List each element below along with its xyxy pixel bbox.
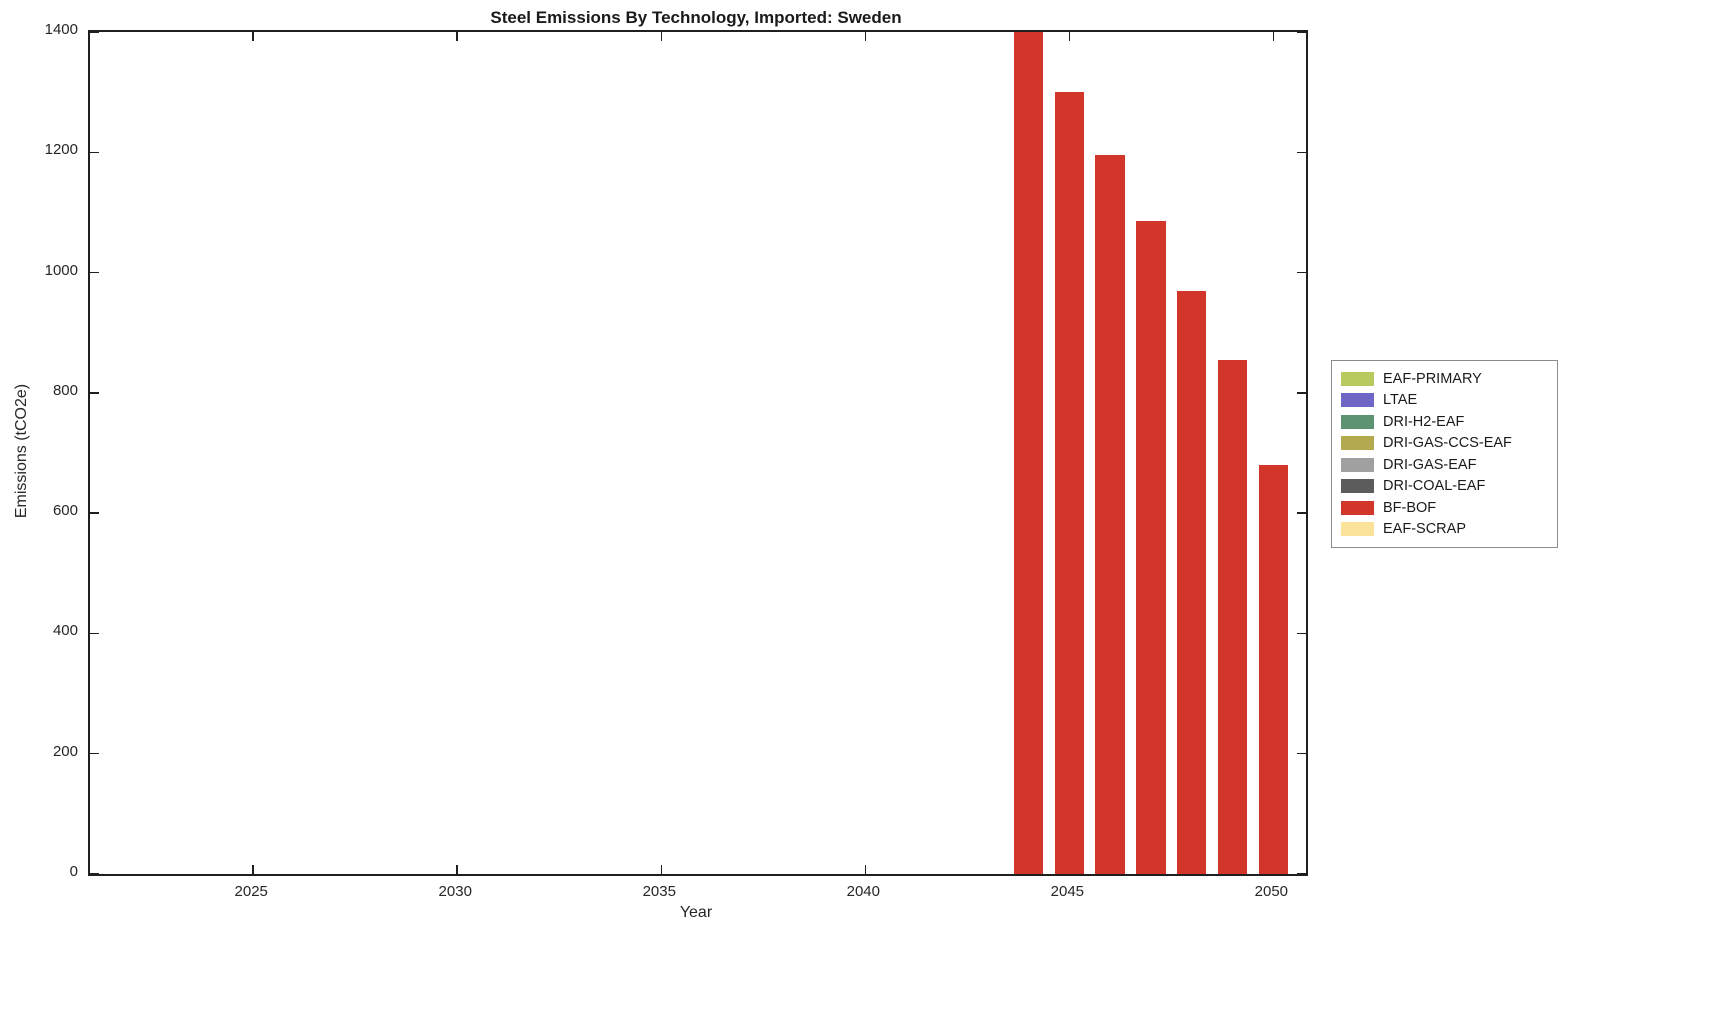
y-tick-label: 200 xyxy=(52,742,78,760)
y-tick-mark-right xyxy=(1297,632,1306,635)
legend-item: DRI-COAL-EAF xyxy=(1341,476,1548,498)
y-tick-mark xyxy=(90,392,99,394)
y-tick-mark-right xyxy=(1297,752,1306,755)
bar-bf-bof-2048 xyxy=(1177,290,1207,874)
y-tick-label: 0 xyxy=(69,863,78,880)
x-axis-label: Year xyxy=(679,904,713,921)
x-tick-label: 2045 xyxy=(1050,883,1085,900)
legend-label: EAF-PRIMARY xyxy=(1383,370,1482,387)
x-tick-mark-top xyxy=(660,32,663,41)
y-tick-mark-right xyxy=(1297,32,1306,33)
legend-swatch xyxy=(1341,457,1374,472)
legend-item: DRI-H2-EAF xyxy=(1341,411,1548,433)
legend-item: BF-BOF xyxy=(1341,497,1548,519)
x-tick-mark xyxy=(864,865,867,874)
x-tick-mark-top xyxy=(864,32,867,41)
x-tick-label: 2025 xyxy=(234,883,268,900)
x-tick-mark-top xyxy=(1272,32,1275,41)
y-tick-mark xyxy=(90,752,99,755)
legend-swatch xyxy=(1341,500,1374,515)
legend-swatch xyxy=(1341,393,1374,408)
y-tick-label: 1200 xyxy=(44,141,78,159)
bar-bf-bof-2047 xyxy=(1136,221,1166,874)
bar-bf-bof-2045 xyxy=(1054,92,1084,874)
chart-title: Steel Emissions By Technology, Imported:… xyxy=(490,8,902,27)
bar-bf-bof-2046 xyxy=(1095,155,1125,874)
x-tick-label: 2035 xyxy=(642,883,676,900)
legend-swatch xyxy=(1341,414,1374,429)
y-axis-label: Emissions (tCO2e) xyxy=(13,383,30,519)
y-tick-mark-right xyxy=(1297,873,1306,874)
y-tick-label: 600 xyxy=(52,502,78,520)
y-tick-label: 1000 xyxy=(44,261,78,279)
legend-swatch xyxy=(1341,436,1374,451)
x-tick-mark xyxy=(252,865,254,874)
legend-label: DRI-COAL-EAF xyxy=(1383,478,1486,495)
y-tick-mark xyxy=(90,32,99,33)
legend-label: BF-BOF xyxy=(1383,499,1437,516)
x-tick-mark xyxy=(456,865,458,874)
legend-item: EAF-SCRAP xyxy=(1341,519,1548,541)
y-tick-mark-right xyxy=(1297,512,1306,514)
x-tick-mark xyxy=(660,865,663,874)
bar-bf-bof-2050 xyxy=(1258,465,1289,874)
y-tick-mark-right xyxy=(1297,271,1306,274)
y-tick-label: 400 xyxy=(52,622,78,640)
y-tick-mark xyxy=(90,271,99,274)
plot-area xyxy=(88,30,1308,876)
x-tick-mark-top xyxy=(456,32,458,41)
y-tick-mark xyxy=(90,151,99,154)
y-tick-label: 1400 xyxy=(44,21,78,38)
legend-item: DRI-GAS-EAF xyxy=(1341,454,1548,476)
y-tick-mark xyxy=(90,873,99,874)
x-tick-label: 2050 xyxy=(1254,883,1289,900)
legend-label: DRI-H2-EAF xyxy=(1383,413,1465,430)
legend-label: DRI-GAS-CCS-EAF xyxy=(1383,435,1512,452)
bar-bf-bof-2049 xyxy=(1217,359,1248,874)
legend-item: DRI-GAS-CCS-EAF xyxy=(1341,433,1548,455)
legend-swatch xyxy=(1341,371,1374,386)
x-tick-label: 2030 xyxy=(438,883,472,900)
legend-label: LTAE xyxy=(1383,392,1418,409)
legend-swatch xyxy=(1341,522,1374,537)
legend-swatch xyxy=(1341,479,1374,494)
legend-item: EAF-PRIMARY xyxy=(1341,368,1548,390)
legend-label: EAF-SCRAP xyxy=(1383,521,1466,538)
legend-label: DRI-GAS-EAF xyxy=(1383,456,1477,473)
x-tick-mark-top xyxy=(252,32,254,41)
bar-bf-bof-2044 xyxy=(1013,32,1044,874)
legend-item: LTAE xyxy=(1341,390,1548,412)
x-tick-label: 2040 xyxy=(846,883,880,900)
y-tick-mark xyxy=(90,512,99,514)
legend: EAF-PRIMARY LTAE DRI-H2-EAF DRI-GAS-CCS-EAF… xyxy=(1331,360,1558,548)
y-tick-mark-right xyxy=(1297,151,1306,154)
y-tick-label: 800 xyxy=(52,381,78,399)
y-tick-mark-right xyxy=(1297,392,1306,394)
y-tick-mark xyxy=(90,632,99,635)
x-tick-mark-top xyxy=(1068,32,1071,41)
